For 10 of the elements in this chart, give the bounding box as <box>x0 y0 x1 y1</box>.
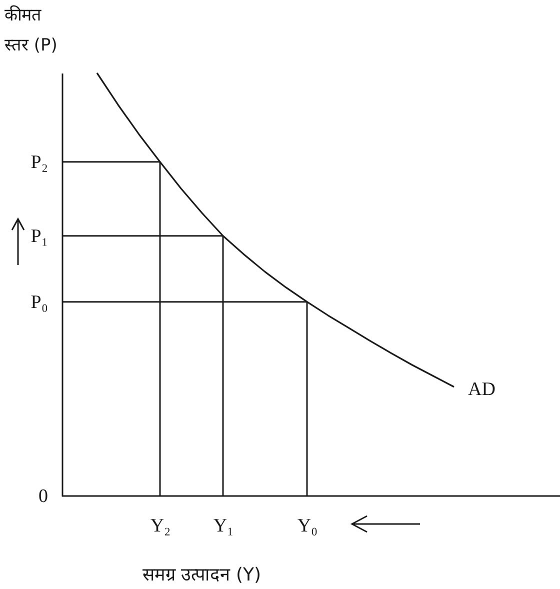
x-axis-title: समग्र उत्पादन (Y) <box>142 564 261 586</box>
ref-line-label: P₁ <box>30 226 48 247</box>
x-tick-label: Y₀ <box>297 516 318 536</box>
ref-line-label: P₀ <box>30 292 48 313</box>
ref-line-label: P₂ <box>30 152 48 173</box>
series-label: AD <box>468 378 496 400</box>
x-tick-label: Y₁ <box>213 516 234 536</box>
x-tick-label: Y₂ <box>150 516 171 536</box>
text: 0 <box>38 486 48 507</box>
y-axis-title: कीमत स्तर (P) <box>4 4 58 56</box>
